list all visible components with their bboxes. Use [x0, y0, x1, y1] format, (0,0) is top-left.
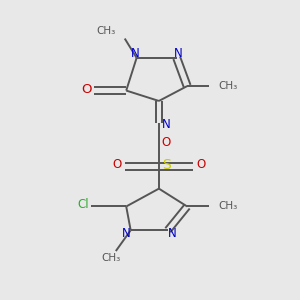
Text: N: N	[168, 227, 177, 240]
Text: CH₃: CH₃	[102, 254, 121, 263]
Text: O: O	[162, 136, 171, 149]
Text: O: O	[81, 82, 91, 96]
Text: O: O	[113, 158, 122, 171]
Text: N: N	[162, 118, 171, 131]
Text: CH₃: CH₃	[218, 202, 238, 212]
Text: CH₃: CH₃	[218, 81, 238, 91]
Text: N: N	[174, 47, 183, 60]
Text: O: O	[196, 158, 205, 171]
Text: S: S	[162, 158, 171, 172]
Text: Cl: Cl	[77, 199, 89, 212]
Text: N: N	[122, 227, 130, 240]
Text: CH₃: CH₃	[97, 26, 116, 36]
Text: N: N	[131, 47, 140, 60]
